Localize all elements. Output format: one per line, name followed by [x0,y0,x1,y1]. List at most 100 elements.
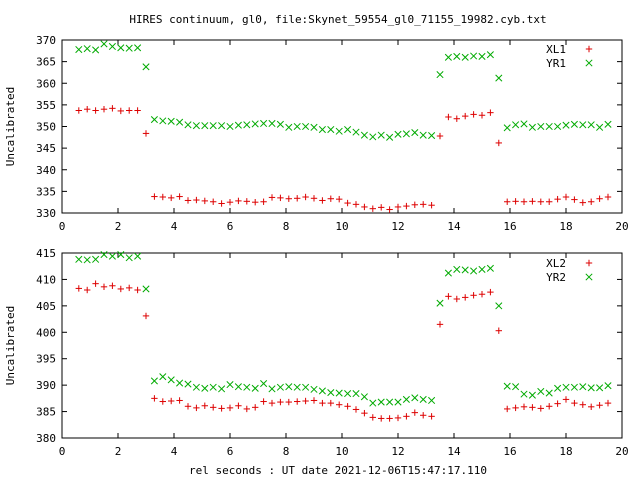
data-point-xl2 [537,405,544,412]
data-point-xl2 [369,414,376,421]
x-tick-label: 12 [391,445,404,458]
data-point-xl2 [554,400,561,407]
data-point-yr1 [386,133,394,141]
data-point-xl1 [100,106,108,113]
data-point-xl1 [588,198,595,205]
data-point-yr2 [134,252,142,260]
data-point-yr1 [201,122,209,130]
x-tick-label: 16 [503,445,516,458]
data-point-xl2 [520,403,528,411]
data-point-xl2 [226,404,234,412]
data-point-xl2 [436,321,444,328]
data-point-xl1 [453,115,460,122]
data-point-xl2 [579,401,586,408]
data-point-xl2 [75,285,82,292]
data-point-yr1 [461,53,469,61]
data-point-yr2 [461,266,469,274]
data-point-xl2 [218,405,225,412]
data-point-yr1 [92,46,100,54]
data-point-xl2 [562,396,570,403]
data-point-xl1 [226,198,234,206]
data-point-xl2 [168,397,175,405]
data-point-yr2 [310,385,318,393]
data-point-xl1 [302,193,309,201]
data-point-yr2 [209,383,217,391]
y-tick-label: 385 [36,406,56,419]
data-point-yr2 [125,254,133,262]
data-point-yr2 [251,384,259,392]
x-tick-label: 0 [59,445,66,458]
bottom-panel-xl2-yr2: 380 385 390 395 400 405 410 415 0 2 4 6 8 10 12 14 16 18 2… [4,247,629,458]
data-point-xl2 [100,283,108,291]
data-point-xl1 [344,199,351,207]
data-point-yr2 [75,255,83,263]
data-point-yr1 [360,131,368,139]
y-tick-label: 335 [36,185,56,198]
data-point-yr1 [167,117,175,125]
legend-marker-yr2 [585,273,593,281]
data-point-xl1 [554,195,561,203]
data-point-yr1 [83,45,91,53]
x-tick-label: 12 [391,220,404,233]
plot-frame [61,252,623,439]
data-point-yr1 [377,131,385,139]
x-tick-label: 6 [227,445,234,458]
data-point-yr2 [444,269,452,277]
data-point-xl1 [529,198,536,205]
x-tick-label: 20 [615,220,628,233]
data-point-yr1 [276,120,284,128]
data-point-xl1 [210,198,217,205]
data-point-yr1 [520,120,528,128]
data-point-yr1 [251,120,259,128]
legend-marker-xl1 [585,45,593,53]
data-point-xl1 [252,198,259,206]
data-point-xl2 [117,285,124,293]
data-point-xl2 [445,293,452,300]
data-point-yr2 [293,383,301,391]
data-point-xl2 [84,286,91,294]
data-point-yr1 [596,123,604,131]
y-tick-label: 390 [36,379,56,392]
data-point-xl1 [126,107,133,114]
data-point-yr2 [268,385,276,393]
data-point-yr2 [327,388,335,397]
data-point-yr2 [495,302,503,310]
y-tick-label: 330 [36,207,56,220]
y-tick-label: 410 [36,273,56,286]
data-point-xl1 [436,132,444,140]
data-point-yr2 [344,390,352,398]
data-point-yr2 [108,252,116,260]
data-point-yr1 [453,52,461,60]
y-tick-label: 365 [36,56,56,69]
data-point-yr1 [134,44,142,52]
data-point-xl2 [327,399,334,407]
data-point-yr1 [537,122,545,131]
data-point-yr1 [302,122,310,131]
data-point-yr2 [411,394,419,402]
data-point-yr2 [402,395,410,403]
data-point-yr2 [470,267,478,275]
data-point-xl2 [176,397,183,404]
x-tick-label: 16 [503,220,516,233]
data-point-xl2 [336,401,343,408]
y-tick-label: 370 [36,34,56,47]
data-point-yr2 [176,379,184,387]
data-point-xl1 [352,201,360,208]
data-point-xl1 [151,193,158,200]
data-point-yr2 [394,398,402,406]
data-point-yr2 [377,398,385,406]
y-axis-label: Uncalibrated [4,87,17,166]
data-point-xl2 [243,405,250,413]
data-point-yr1 [495,74,503,82]
data-point-xl1 [243,198,250,205]
data-point-yr2 [545,389,553,397]
data-point-xl1 [579,199,586,206]
data-point-yr2 [184,380,192,388]
data-point-xl2 [478,291,486,298]
data-point-xl1 [117,107,124,115]
data-point-yr2 [352,390,360,398]
legend-label-xl2: XL2 [546,257,566,270]
data-point-xl2 [126,284,133,292]
data-point-xl1 [336,195,343,203]
data-point-yr2 [335,389,343,397]
